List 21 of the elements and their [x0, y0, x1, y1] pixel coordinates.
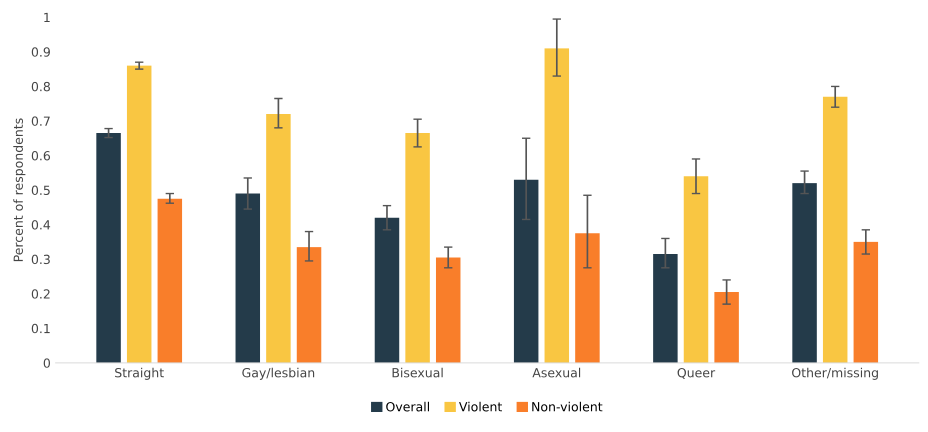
y-tick-label: 1: [44, 12, 50, 22]
legend-label: Non-violent: [532, 402, 602, 412]
x-tick-label: Bisexual: [392, 368, 443, 378]
x-tick-label: Queer: [678, 368, 716, 379]
y-tick-label: 0.1: [32, 324, 50, 334]
legend-label: Overall: [386, 402, 429, 412]
y-tick-label: 0: [44, 358, 50, 368]
y-tick-label: 0.6: [32, 150, 50, 160]
y-tick-label: 0.4: [32, 220, 50, 230]
legend-label: Violent: [459, 402, 502, 412]
x-tick-label: Asexual: [532, 368, 580, 378]
y-tick-label: 0.5: [32, 186, 50, 196]
x-tick-label: Straight: [115, 368, 164, 380]
x-tick-label: Gay/lesbian: [242, 368, 314, 380]
x-tick-label: Other/missing: [792, 368, 878, 380]
y-tick-label: 0.8: [32, 82, 50, 92]
y-tick-label: 0.9: [32, 47, 50, 57]
y-axis-title: Percent of respondents: [13, 118, 26, 262]
y-tick-label: 0.2: [32, 289, 50, 299]
y-tick-label: 0.3: [32, 254, 50, 264]
y-tick-label: 0.7: [32, 116, 50, 126]
